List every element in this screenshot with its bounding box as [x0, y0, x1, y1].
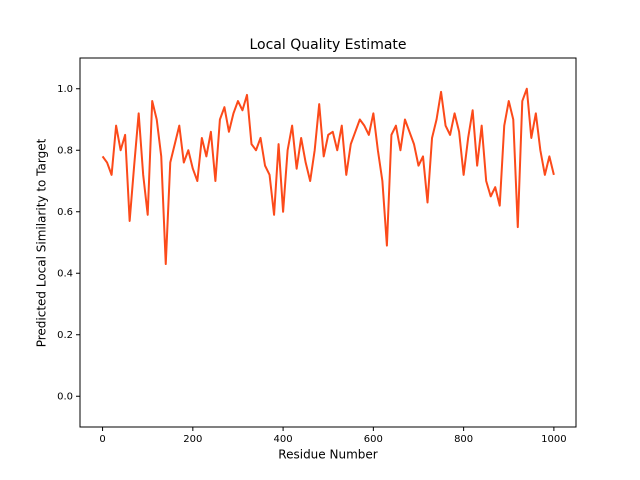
x-tick-label: 600 [364, 434, 383, 445]
chart-title: Local Quality Estimate [249, 37, 406, 53]
y-tick-label: 0.2 [57, 330, 73, 341]
y-tick-label: 0.6 [57, 207, 73, 218]
plot-frame [79, 57, 577, 428]
line [101, 87, 555, 266]
y-tick-label: 1.0 [57, 84, 73, 95]
x-tick-label: 1000 [541, 434, 566, 445]
x-tick-label: 0 [99, 434, 105, 445]
x-tick-label: 400 [274, 434, 293, 445]
x-axis-label: Residue Number [278, 448, 377, 462]
y-axis-label: Predicted Local Similarity to Target [35, 138, 49, 347]
x-tick-label: 800 [454, 434, 473, 445]
y-tick-label: 0.4 [57, 268, 73, 279]
y-tick-label: 0.8 [57, 145, 73, 156]
y-tick-label: 0.0 [57, 391, 73, 402]
x-tick-label: 200 [183, 434, 202, 445]
